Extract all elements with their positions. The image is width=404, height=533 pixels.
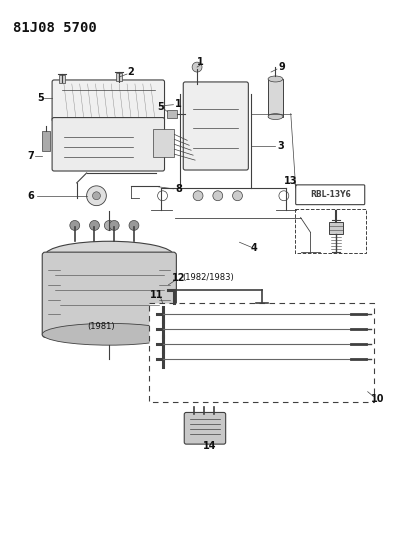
- FancyBboxPatch shape: [42, 252, 177, 337]
- Ellipse shape: [45, 241, 173, 269]
- FancyBboxPatch shape: [184, 413, 226, 444]
- Bar: [295, 208, 366, 253]
- Text: 10: 10: [371, 393, 384, 403]
- Circle shape: [104, 221, 114, 230]
- Circle shape: [213, 191, 223, 201]
- Text: 3: 3: [278, 141, 284, 151]
- Ellipse shape: [268, 114, 283, 119]
- Text: 5: 5: [37, 93, 44, 103]
- Text: (1982/1983): (1982/1983): [182, 273, 234, 282]
- Bar: [149, 303, 374, 401]
- Ellipse shape: [42, 324, 177, 345]
- Circle shape: [90, 221, 99, 230]
- Text: 7: 7: [27, 151, 34, 161]
- Ellipse shape: [268, 76, 283, 82]
- Text: 9: 9: [278, 62, 285, 72]
- Circle shape: [158, 191, 168, 201]
- Bar: [116, 73, 122, 81]
- Text: 1: 1: [175, 99, 182, 109]
- Bar: [42, 132, 50, 151]
- Text: 4: 4: [251, 243, 258, 253]
- Circle shape: [193, 191, 203, 201]
- FancyBboxPatch shape: [52, 118, 164, 171]
- Text: 12: 12: [172, 273, 185, 283]
- Bar: [268, 79, 283, 117]
- Text: 11: 11: [150, 290, 163, 300]
- Text: 8: 8: [175, 184, 182, 194]
- Circle shape: [93, 192, 101, 200]
- Text: 6: 6: [27, 191, 34, 201]
- Text: 1: 1: [197, 57, 203, 67]
- Text: 13: 13: [284, 176, 297, 186]
- Bar: [329, 222, 343, 235]
- FancyBboxPatch shape: [296, 185, 365, 205]
- Circle shape: [86, 186, 106, 206]
- Text: (1981): (1981): [88, 322, 115, 332]
- FancyBboxPatch shape: [183, 82, 248, 170]
- Circle shape: [192, 62, 202, 72]
- Text: 5: 5: [157, 102, 164, 112]
- Circle shape: [109, 221, 119, 230]
- Text: 2: 2: [128, 67, 135, 77]
- Text: 81J08 5700: 81J08 5700: [13, 21, 97, 35]
- Circle shape: [129, 221, 139, 230]
- Text: RBL-13Y6: RBL-13Y6: [310, 190, 351, 199]
- Bar: [59, 75, 65, 83]
- Bar: [153, 130, 175, 157]
- Circle shape: [233, 191, 242, 201]
- Circle shape: [70, 221, 80, 230]
- Bar: [168, 110, 177, 118]
- Circle shape: [279, 191, 289, 201]
- Text: 14: 14: [203, 441, 217, 451]
- FancyBboxPatch shape: [52, 80, 164, 122]
